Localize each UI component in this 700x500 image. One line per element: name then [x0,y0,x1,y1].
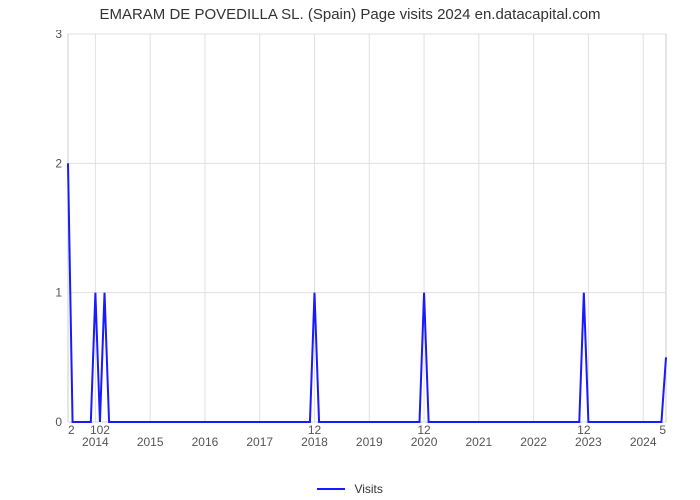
svg-text:2: 2 [55,156,62,170]
svg-text:5: 5 [659,423,666,437]
svg-text:3: 3 [55,30,62,41]
svg-text:12: 12 [417,423,431,437]
svg-text:2023: 2023 [575,435,602,449]
svg-text:2017: 2017 [246,435,273,449]
svg-text:0: 0 [55,415,62,429]
svg-text:12: 12 [577,423,591,437]
svg-text:2014: 2014 [82,435,109,449]
svg-text:2016: 2016 [192,435,219,449]
chart-title: EMARAM DE POVEDILLA SL. (Spain) Page vis… [0,6,700,23]
svg-text:102: 102 [90,423,110,437]
plot-area: 0123201420152016201720182019202020212022… [50,30,670,450]
svg-text:1: 1 [55,286,62,300]
chart-svg: 0123201420152016201720182019202020212022… [50,30,670,450]
svg-text:2020: 2020 [411,435,438,449]
chart-container: EMARAM DE POVEDILLA SL. (Spain) Page vis… [0,0,700,500]
svg-text:2015: 2015 [137,435,164,449]
svg-text:12: 12 [308,423,322,437]
legend-label: Visits [354,482,382,496]
legend: Visits [0,481,700,496]
svg-text:2019: 2019 [356,435,383,449]
svg-text:2: 2 [68,423,75,437]
svg-text:2022: 2022 [520,435,547,449]
svg-text:2021: 2021 [465,435,492,449]
legend-swatch [317,488,345,490]
svg-text:2024: 2024 [630,435,657,449]
svg-text:2018: 2018 [301,435,328,449]
